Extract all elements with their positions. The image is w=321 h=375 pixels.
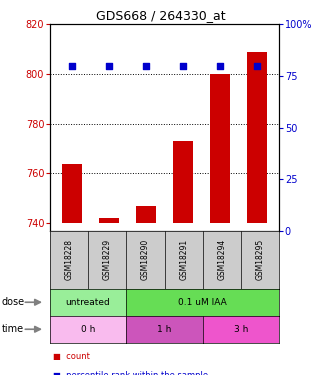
Point [255,63,260,69]
Point [69,63,74,69]
Text: GSM18291: GSM18291 [179,239,188,280]
Bar [247,52,267,223]
Point [143,63,149,69]
Text: GDS668 / 264330_at: GDS668 / 264330_at [96,9,225,22]
Text: 0.1 uM IAA: 0.1 uM IAA [178,298,227,307]
Text: untreated: untreated [65,298,110,307]
Text: ■  percentile rank within the sample: ■ percentile rank within the sample [53,371,208,375]
Bar [136,206,156,223]
Text: time: time [2,324,24,334]
Point [107,63,112,69]
Text: 1 h: 1 h [157,325,172,334]
Bar [173,141,193,223]
Text: GSM18290: GSM18290 [141,239,150,280]
Bar [210,74,230,223]
Point [180,63,186,69]
Text: GSM18295: GSM18295 [256,239,265,280]
Text: GSM18294: GSM18294 [217,239,226,280]
Text: 3 h: 3 h [234,325,248,334]
Bar [99,218,119,223]
Text: dose: dose [2,297,25,307]
Text: GSM18229: GSM18229 [103,239,112,280]
Text: GSM18228: GSM18228 [65,239,74,280]
Text: 0 h: 0 h [81,325,95,334]
Text: ■  count: ■ count [53,352,90,361]
Point [217,63,222,69]
Bar [62,164,82,223]
